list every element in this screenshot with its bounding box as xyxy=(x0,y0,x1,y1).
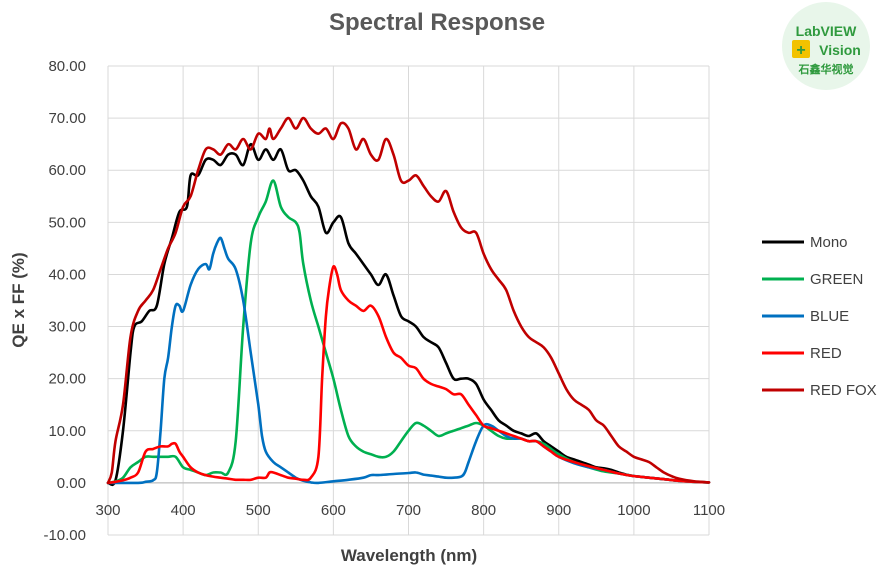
x-tick-label: 800 xyxy=(471,502,496,519)
logo-plus-icon: + xyxy=(796,42,805,59)
legend-label-red: RED xyxy=(810,345,842,362)
y-tick-label: 30.00 xyxy=(48,319,86,336)
y-tick-label: 80.00 xyxy=(48,58,86,75)
x-tick-label: 1100 xyxy=(693,502,725,519)
legend: Mono GREEN BLUE RED RED FOX xyxy=(762,234,877,399)
y-tick-label: 60.00 xyxy=(48,162,86,179)
x-tick-label: 1000 xyxy=(617,502,650,519)
series-line-mono xyxy=(106,142,711,487)
labview-vision-logo: LabVIEW + Vision 石鑫华视觉 xyxy=(782,2,870,90)
y-tick-label: 40.00 xyxy=(48,266,86,283)
y-tick-label: 50.00 xyxy=(48,214,86,231)
series-line-red xyxy=(106,264,711,485)
legend-label-blue: BLUE xyxy=(810,308,849,325)
legend-label-green: GREEN xyxy=(810,271,863,288)
x-tick-label: 300 xyxy=(95,502,120,519)
y-tick-label: 20.00 xyxy=(48,371,86,388)
x-tick-label: 700 xyxy=(396,502,421,519)
logo-circle xyxy=(782,2,870,90)
logo-vision-text: Vision xyxy=(819,42,861,58)
y-tick-label: 10.00 xyxy=(48,423,86,440)
legend-label-mono: Mono xyxy=(810,234,848,251)
y-tick-label: -10.00 xyxy=(43,527,86,544)
series-line-red-fox xyxy=(106,116,711,485)
y-axis-ticks: 80.00 70.00 60.00 50.00 40.00 30.00 20.00 10.00… xyxy=(43,58,86,544)
x-tick-label: 900 xyxy=(546,502,571,519)
logo-labview-text: LabVIEW xyxy=(796,23,857,39)
logo-chinese-text: 石鑫华视觉 xyxy=(798,62,854,76)
x-axis-ticks: 300 400 500 600 700 800 900 1000 1100 xyxy=(95,502,725,519)
series-lines xyxy=(106,116,711,487)
x-tick-label: 600 xyxy=(321,502,346,519)
gridlines xyxy=(107,65,710,536)
logo-plus-box xyxy=(792,40,810,58)
x-tick-label: 400 xyxy=(171,502,196,519)
y-tick-label: 0.00 xyxy=(57,475,86,492)
y-axis-title: QE x FF (%) xyxy=(9,252,28,347)
x-tick-label: 500 xyxy=(246,502,271,519)
y-tick-label: 70.00 xyxy=(48,110,86,127)
chart-title: Spectral Response xyxy=(329,9,545,36)
legend-label-red-fox: RED FOX xyxy=(810,382,877,399)
x-axis-title: Wavelength (nm) xyxy=(341,546,477,565)
